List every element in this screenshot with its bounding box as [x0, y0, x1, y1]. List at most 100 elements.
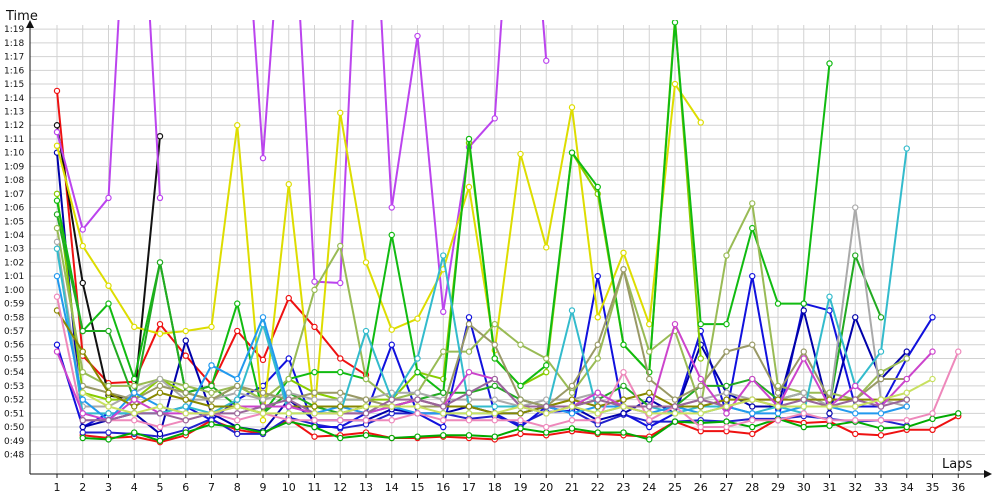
- data-point: [337, 242, 344, 250]
- data-point: [543, 429, 550, 436]
- data-point: [594, 183, 601, 191]
- data-point: [568, 403, 576, 410]
- y-tick-label: 0:59: [4, 300, 24, 310]
- data-point: [156, 403, 164, 410]
- data-point: [182, 417, 189, 424]
- data-point: [156, 410, 164, 417]
- data-point: [337, 417, 344, 424]
- data-point: [543, 244, 550, 251]
- data-point: [749, 403, 756, 410]
- x-tick-label: 11: [308, 481, 322, 494]
- x-tick-label: 2: [79, 481, 86, 494]
- data-point: [749, 417, 756, 424]
- data-point: [594, 389, 601, 396]
- data-point: [285, 181, 292, 188]
- data-point: [337, 279, 344, 287]
- data-point: [491, 382, 498, 390]
- data-point: [929, 426, 936, 434]
- data-point: [131, 323, 138, 331]
- y-axis-arrow: [26, 20, 34, 28]
- y-tick-label: 0:53: [4, 382, 24, 392]
- data-point: [697, 320, 704, 328]
- data-point: [259, 314, 267, 321]
- data-point: [53, 142, 61, 149]
- data-point: [79, 434, 86, 442]
- x-tick-label: 9: [260, 481, 267, 494]
- y-tick-label: 0:52: [4, 396, 24, 406]
- data-point: [594, 396, 601, 403]
- data-point: [800, 307, 807, 314]
- x-tick-label: 27: [720, 481, 734, 494]
- data-point: [517, 410, 524, 417]
- x-tick-label: 28: [745, 481, 759, 494]
- data-point: [465, 368, 473, 376]
- data-point: [53, 122, 61, 129]
- data-point: [877, 410, 885, 417]
- data-point: [826, 293, 833, 300]
- data-point: [53, 211, 61, 218]
- data-point: [53, 190, 61, 198]
- data-point: [800, 396, 807, 403]
- data-point: [852, 417, 859, 424]
- data-point: [208, 382, 215, 390]
- data-point: [465, 320, 473, 328]
- y-axis-label: Time: [5, 9, 38, 24]
- data-point: [568, 425, 576, 432]
- data-point: [337, 423, 344, 431]
- data-point: [697, 355, 704, 362]
- data-point: [465, 410, 473, 417]
- data-point: [774, 389, 782, 396]
- data-point: [388, 326, 395, 333]
- y-tick-label: 0:58: [4, 313, 24, 323]
- data-point: [620, 341, 627, 348]
- data-point: [234, 410, 241, 417]
- y-tick-label: 0:55: [4, 354, 24, 364]
- data-point: [646, 410, 653, 417]
- data-point: [852, 252, 859, 259]
- data-point: [388, 396, 395, 403]
- x-tick-label: 25: [668, 481, 682, 494]
- y-tick-label: 1:00: [4, 286, 24, 296]
- data-point: [182, 352, 189, 359]
- y-tick-label: 1:06: [4, 204, 24, 214]
- data-point: [105, 300, 112, 307]
- data-point: [877, 403, 885, 410]
- data-point: [53, 224, 61, 232]
- data-point: [903, 403, 910, 410]
- y-tick-label: 1:08: [4, 176, 24, 186]
- data-point: [517, 396, 524, 403]
- data-point: [929, 348, 936, 355]
- data-point: [543, 410, 550, 417]
- data-point: [671, 410, 679, 417]
- data-point: [208, 389, 215, 396]
- data-point: [156, 259, 164, 266]
- x-tick-label: 29: [771, 481, 785, 494]
- data-point: [517, 382, 524, 390]
- x-tick-label: 13: [359, 481, 373, 494]
- data-point: [749, 341, 756, 348]
- data-point: [903, 396, 910, 403]
- x-tick-label: 34: [900, 481, 914, 494]
- data-point: [723, 396, 730, 403]
- y-tick-label: 1:14: [4, 94, 24, 104]
- data-point: [311, 410, 318, 417]
- data-point: [285, 355, 292, 362]
- x-tick-label: 7: [208, 481, 215, 494]
- data-point: [465, 314, 473, 321]
- data-point: [259, 417, 267, 424]
- data-point: [259, 389, 267, 396]
- data-point: [620, 429, 627, 436]
- x-tick-label: 15: [411, 481, 425, 494]
- series-5: [53, 149, 910, 438]
- data-point: [234, 300, 241, 307]
- data-point: [517, 425, 524, 432]
- data-point: [79, 368, 86, 376]
- data-point: [285, 389, 292, 396]
- data-point: [491, 396, 498, 403]
- data-point: [440, 348, 447, 355]
- data-point: [362, 410, 370, 417]
- data-point: [259, 429, 267, 436]
- data-point: [671, 396, 679, 403]
- data-point: [620, 249, 627, 257]
- data-point: [182, 327, 189, 335]
